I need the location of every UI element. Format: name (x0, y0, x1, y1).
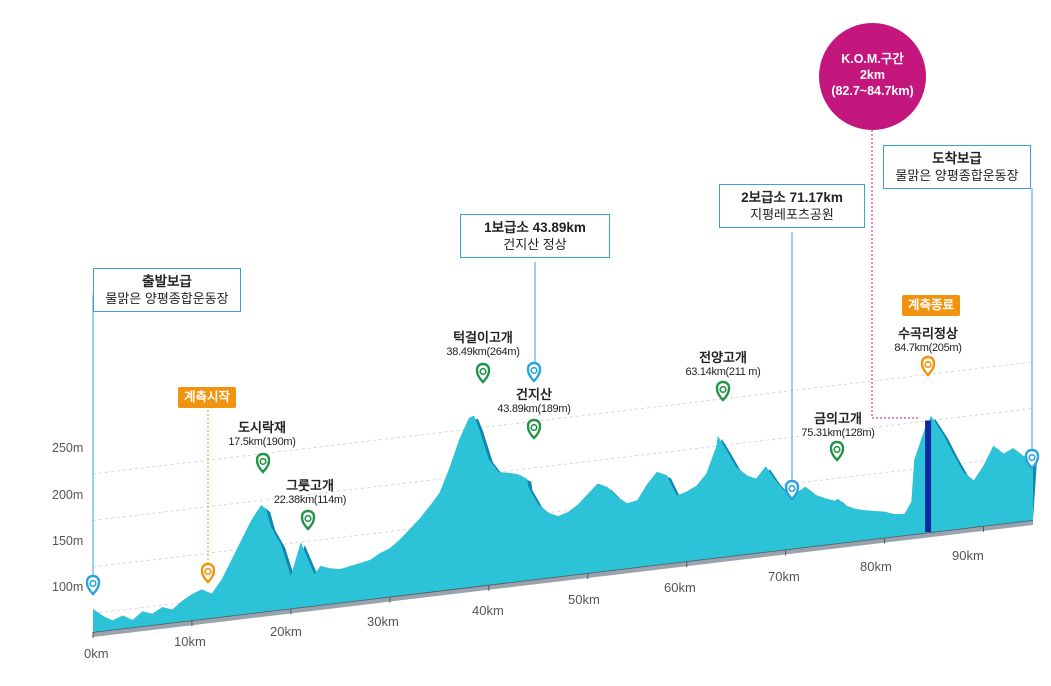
pin-dot (530, 366, 538, 375)
elevation-area-fill (93, 415, 1033, 632)
y-tick-200: 200m (52, 488, 84, 502)
x-tick-0: 0km (84, 646, 109, 661)
pin-dot (89, 579, 97, 588)
aid2-title: 2보급소 71.17km (741, 190, 843, 205)
peak-label-jeonyanggogae: 전양고개 63.14km(211 m) (685, 350, 760, 380)
pin-dot (719, 385, 727, 394)
grid-line-250 (92, 361, 1034, 475)
grid-line-200 (92, 407, 1034, 521)
x-tick-80: 80km (860, 559, 892, 574)
peak-name: 턱걸이고개 (453, 330, 513, 345)
chart-base-slab (93, 520, 1033, 637)
timing-end-tag: 계측종료 (902, 295, 961, 316)
aid2-pin-icon (784, 479, 800, 501)
geonjisan-pin-icon (526, 418, 542, 440)
finish-aid-title: 도착보급 (932, 151, 982, 166)
pin-dot (479, 367, 487, 376)
kom-range: (82.7~84.7km) (831, 84, 914, 98)
kom-distance: 2km (859, 68, 886, 82)
x-tick-70: 70km (768, 569, 800, 584)
teokgeorigogae-pin-icon (475, 362, 491, 384)
peak-detail: 75.31km(128m) (801, 427, 875, 439)
aid1-pin-icon (526, 361, 542, 383)
aid2-venue: 지평레포츠공원 (750, 207, 834, 222)
x-tick-60: 60km (664, 580, 696, 595)
y-tick-150: 150m (52, 534, 84, 548)
peak-name: 전양고개 (699, 350, 747, 365)
timing-start-tag: 계측시작 (178, 387, 237, 408)
kom-segment-bar (925, 420, 932, 533)
peak-detail: 43.89km(189m) (497, 403, 571, 415)
pin-dot (924, 360, 932, 369)
markers (85, 355, 1040, 596)
elevation-area (93, 415, 1037, 632)
peak-label-geonjisan: 건지산 43.89km(189m) (497, 387, 570, 417)
jeonyanggogae-pin-icon (715, 380, 731, 402)
finish-aid-venue: 물맑은 양평종합운동장 (895, 168, 1019, 183)
x-tick-50: 50km (568, 592, 600, 607)
y-tick-100: 100m (52, 580, 84, 594)
x-tick-10: 10km (174, 634, 206, 649)
peak-name: 그룻고개 (286, 478, 334, 493)
aid1-box: 1보급소 43.89km 건지산 정상 (460, 214, 610, 258)
peak-name: 금의고개 (814, 411, 862, 426)
peak-detail: 38.49km(264m) (446, 346, 520, 358)
x-tick-40: 40km (472, 603, 504, 618)
guide-kom (871, 130, 918, 419)
pin-dot (1028, 453, 1036, 462)
start-aid-title: 출발보급 (142, 274, 192, 289)
aid1-venue: 건지산 정상 (503, 237, 567, 252)
x-tick-20: 20km (270, 624, 302, 639)
peak-label-grutgogae: 그룻고개 22.38km(114m) (273, 478, 347, 508)
kom-title: K.O.M.구간 (841, 52, 904, 66)
finish-pin-icon (1024, 448, 1040, 470)
guide-lines (92, 130, 1033, 578)
pin-dot (788, 484, 796, 493)
peak-label-geumuigogae: 금의고개 75.31km(128m) (801, 411, 874, 441)
peak-label-dosirakjae: 도시락재 17.5km(190m) (228, 420, 296, 450)
peak-label-sugokri: 수곡리정상 84.7km(205m) (894, 326, 962, 356)
kom-badge: K.O.M.구간 2km (82.7~84.7km) (819, 23, 926, 130)
x-tick-90: 90km (952, 548, 984, 563)
aid2-box: 2보급소 71.17km 지평레포츠공원 (719, 184, 865, 228)
x-tick-30: 30km (367, 614, 399, 629)
finish-aid-box: 도착보급 물맑은 양평종합운동장 (883, 145, 1031, 189)
dosirakjae-pin-icon (255, 452, 271, 474)
peak-name: 건지산 (516, 387, 552, 402)
pin-dot (304, 514, 312, 523)
peak-name: 도시락재 (238, 420, 286, 435)
y-tick-250: 250m (52, 441, 84, 455)
geumuigogae-pin-icon (829, 440, 845, 462)
peak-label-teokgeorigogae: 턱걸이고개 38.49km(264m) (446, 330, 519, 360)
aid1-title: 1보급소 43.89km (484, 220, 586, 235)
start-pin-icon (85, 574, 101, 596)
peak-detail: 63.14km(211 m) (685, 366, 761, 378)
timing-start-pin-icon (200, 562, 216, 584)
sugokri-pin-icon (920, 355, 936, 377)
peak-detail: 17.5km(190m) (228, 436, 296, 448)
start-aid-box: 출발보급 물맑은 양평종합운동장 (93, 268, 241, 312)
grutgogae-pin-icon (300, 509, 316, 531)
pin-dot (833, 445, 841, 454)
pin-dot (204, 567, 212, 576)
pin-dot (259, 457, 267, 466)
peak-detail: 22.38km(114m) (273, 494, 347, 506)
start-aid-venue: 물맑은 양평종합운동장 (105, 291, 229, 306)
peak-detail: 84.7km(205m) (894, 342, 962, 354)
peak-name: 수곡리정상 (898, 326, 958, 341)
pin-dot (530, 423, 538, 432)
